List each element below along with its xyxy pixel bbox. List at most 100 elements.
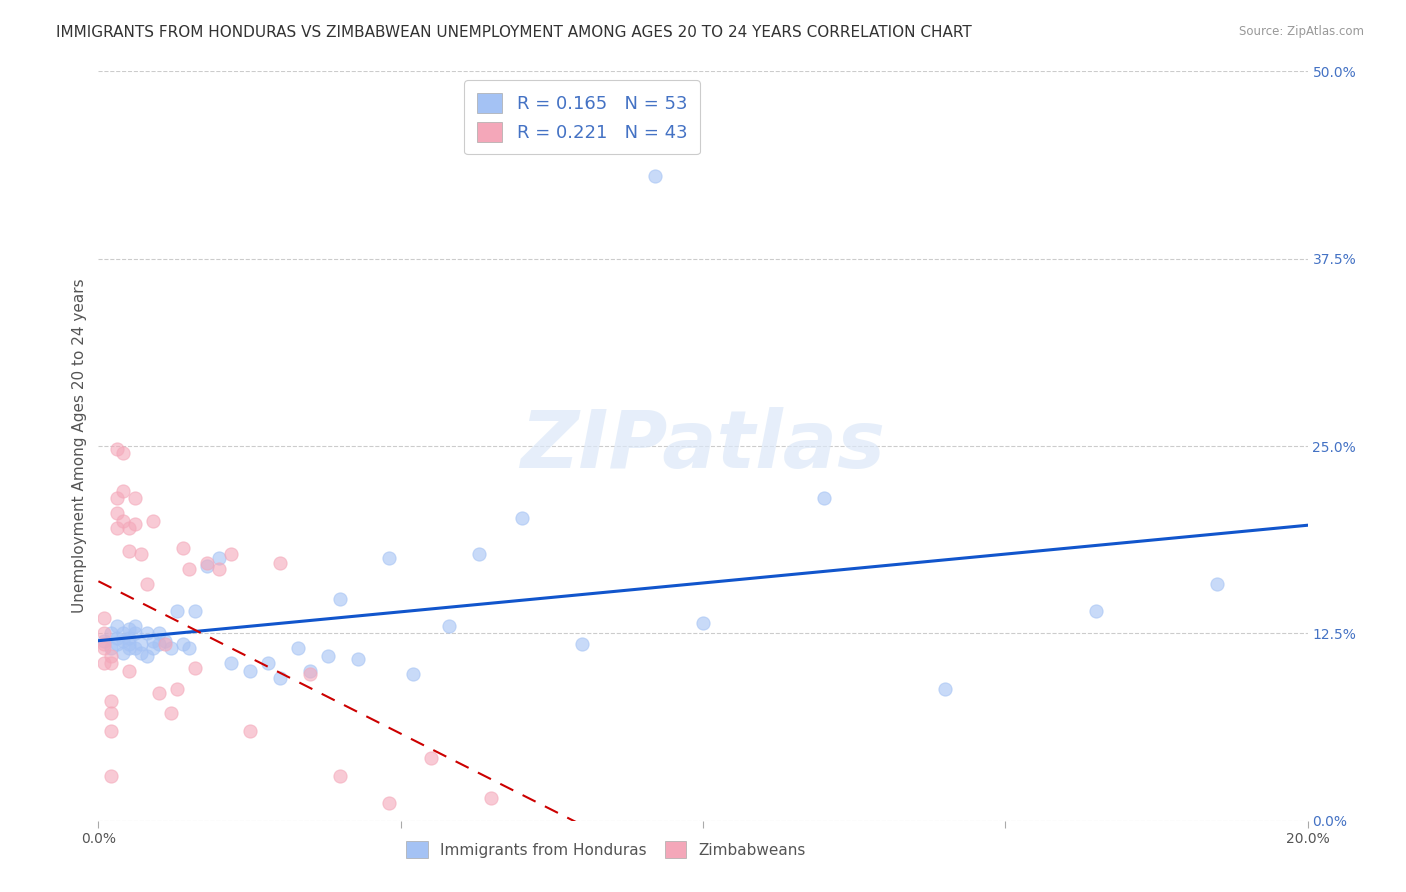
- Point: [420, 750, 443, 764]
- Point: [124, 491, 146, 506]
- Point: [172, 637, 194, 651]
- Point: [118, 664, 141, 678]
- Point: [142, 641, 165, 656]
- Point: [402, 666, 425, 681]
- Point: [437, 619, 460, 633]
- Point: [105, 637, 128, 651]
- Point: [934, 681, 956, 696]
- Point: [347, 652, 370, 666]
- Point: [179, 641, 201, 656]
- Point: [160, 706, 183, 720]
- Point: [256, 657, 278, 671]
- Point: [813, 491, 835, 506]
- Text: ZIPatlas: ZIPatlas: [520, 407, 886, 485]
- Point: [287, 641, 309, 656]
- Point: [93, 641, 115, 656]
- Point: [148, 637, 170, 651]
- Point: [100, 641, 122, 656]
- Point: [571, 637, 593, 651]
- Point: [135, 626, 157, 640]
- Point: [172, 541, 194, 555]
- Point: [93, 633, 115, 648]
- Point: [111, 633, 134, 648]
- Point: [111, 626, 134, 640]
- Point: [221, 547, 243, 561]
- Point: [208, 562, 231, 576]
- Point: [124, 516, 146, 531]
- Point: [93, 626, 115, 640]
- Point: [1085, 604, 1108, 618]
- Point: [208, 551, 231, 566]
- Point: [129, 547, 152, 561]
- Point: [153, 633, 176, 648]
- Point: [468, 547, 491, 561]
- Point: [195, 556, 218, 570]
- Point: [118, 641, 141, 656]
- Point: [118, 622, 141, 636]
- Point: [129, 646, 152, 660]
- Point: [100, 694, 122, 708]
- Point: [148, 626, 170, 640]
- Point: [329, 591, 352, 606]
- Point: [239, 664, 262, 678]
- Point: [1206, 577, 1229, 591]
- Point: [129, 637, 152, 651]
- Point: [221, 657, 243, 671]
- Point: [269, 671, 291, 685]
- Point: [142, 633, 165, 648]
- Point: [105, 442, 128, 456]
- Point: [239, 723, 262, 738]
- Point: [100, 706, 122, 720]
- Point: [100, 723, 122, 738]
- Point: [510, 511, 533, 525]
- Point: [118, 637, 141, 651]
- Point: [166, 604, 188, 618]
- Point: [105, 631, 128, 645]
- Point: [166, 681, 188, 696]
- Point: [153, 637, 176, 651]
- Point: [195, 558, 218, 573]
- Point: [105, 491, 128, 506]
- Point: [184, 604, 207, 618]
- Point: [93, 657, 115, 671]
- Point: [179, 562, 201, 576]
- Point: [184, 661, 207, 675]
- Point: [118, 544, 141, 558]
- Point: [142, 514, 165, 528]
- Point: [377, 551, 399, 566]
- Y-axis label: Unemployment Among Ages 20 to 24 years: Unemployment Among Ages 20 to 24 years: [72, 278, 87, 614]
- Point: [329, 769, 352, 783]
- Point: [100, 657, 122, 671]
- Point: [269, 556, 291, 570]
- Point: [148, 686, 170, 700]
- Point: [105, 507, 128, 521]
- Point: [93, 611, 115, 625]
- Text: IMMIGRANTS FROM HONDURAS VS ZIMBABWEAN UNEMPLOYMENT AMONG AGES 20 TO 24 YEARS CO: IMMIGRANTS FROM HONDURAS VS ZIMBABWEAN U…: [56, 25, 972, 40]
- Point: [135, 577, 157, 591]
- Point: [111, 646, 134, 660]
- Point: [692, 615, 714, 630]
- Point: [105, 619, 128, 633]
- Point: [299, 664, 322, 678]
- Point: [135, 648, 157, 663]
- Point: [111, 446, 134, 460]
- Point: [124, 626, 146, 640]
- Point: [377, 796, 399, 810]
- Point: [100, 769, 122, 783]
- Point: [316, 648, 339, 663]
- Point: [160, 641, 183, 656]
- Legend: Immigrants from Honduras, Zimbabweans: Immigrants from Honduras, Zimbabweans: [399, 833, 814, 865]
- Point: [118, 631, 141, 645]
- Point: [124, 641, 146, 656]
- Point: [644, 169, 666, 184]
- Point: [105, 521, 128, 535]
- Point: [124, 619, 146, 633]
- Point: [111, 514, 134, 528]
- Point: [100, 626, 122, 640]
- Point: [93, 637, 115, 651]
- Point: [481, 791, 503, 805]
- Point: [111, 483, 134, 498]
- Text: Source: ZipAtlas.com: Source: ZipAtlas.com: [1239, 25, 1364, 38]
- Point: [100, 648, 122, 663]
- Point: [118, 521, 141, 535]
